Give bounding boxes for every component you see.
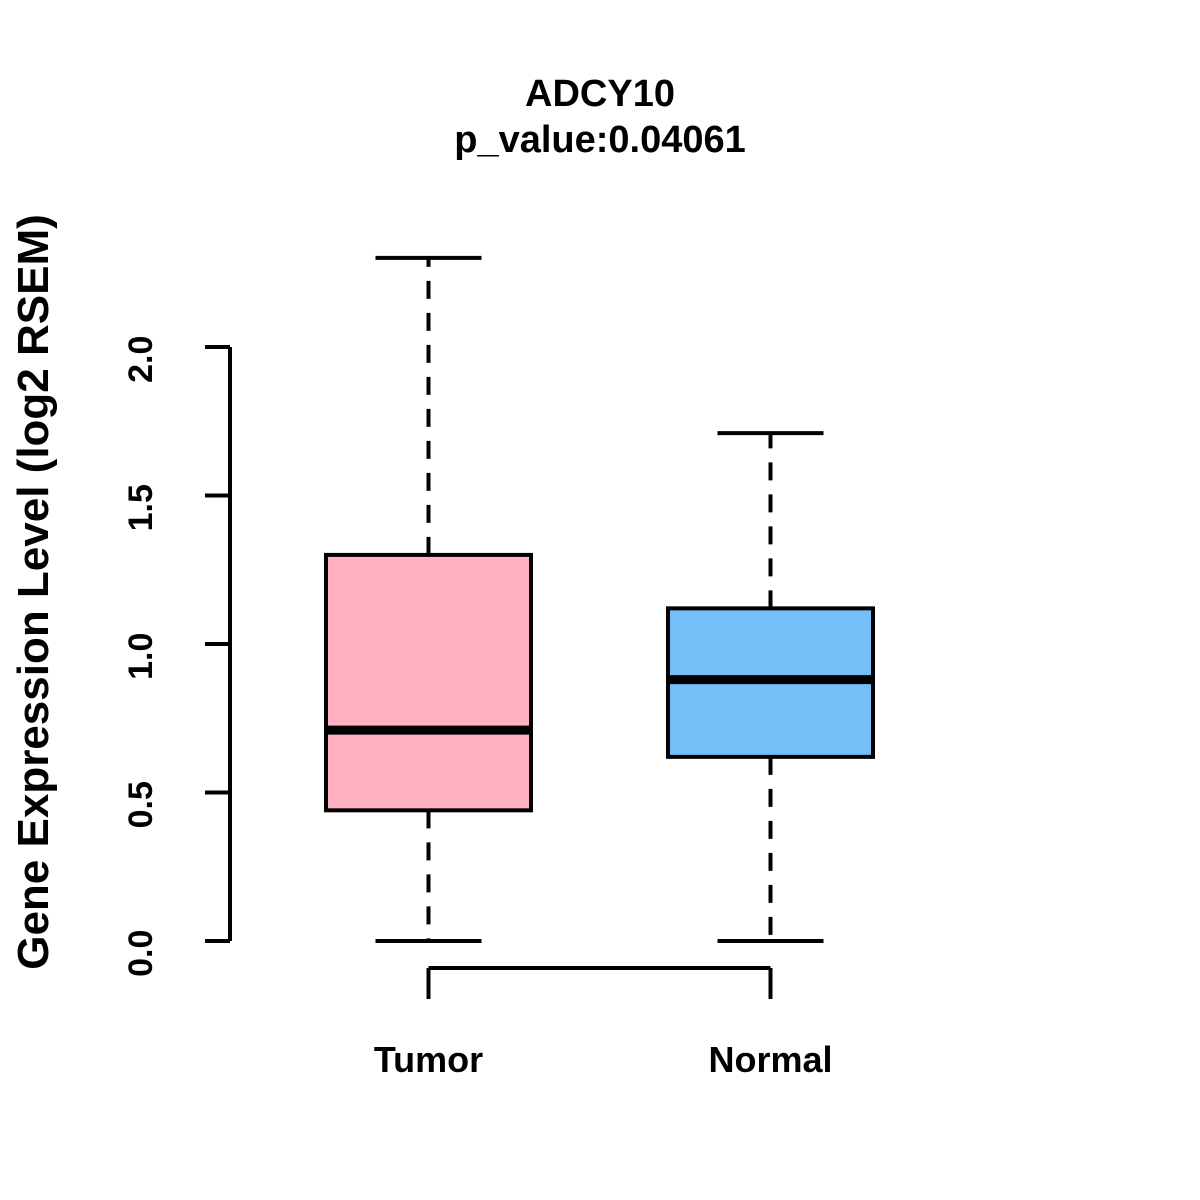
y-tick-label: 0.0 [122, 930, 160, 977]
y-tick-label: 1.5 [122, 484, 160, 531]
x-category-label: Tumor [374, 1039, 483, 1080]
box-tumor [324, 552, 533, 813]
y-tick-label: 2.0 [122, 336, 160, 383]
y-tick-label: 1.0 [122, 633, 160, 680]
y-tick-label: 0.5 [122, 781, 160, 828]
x-category-label: Normal [708, 1039, 832, 1080]
chart-title: ADCY10 [525, 73, 675, 115]
chart-subtitle: p_value:0.04061 [454, 119, 746, 161]
